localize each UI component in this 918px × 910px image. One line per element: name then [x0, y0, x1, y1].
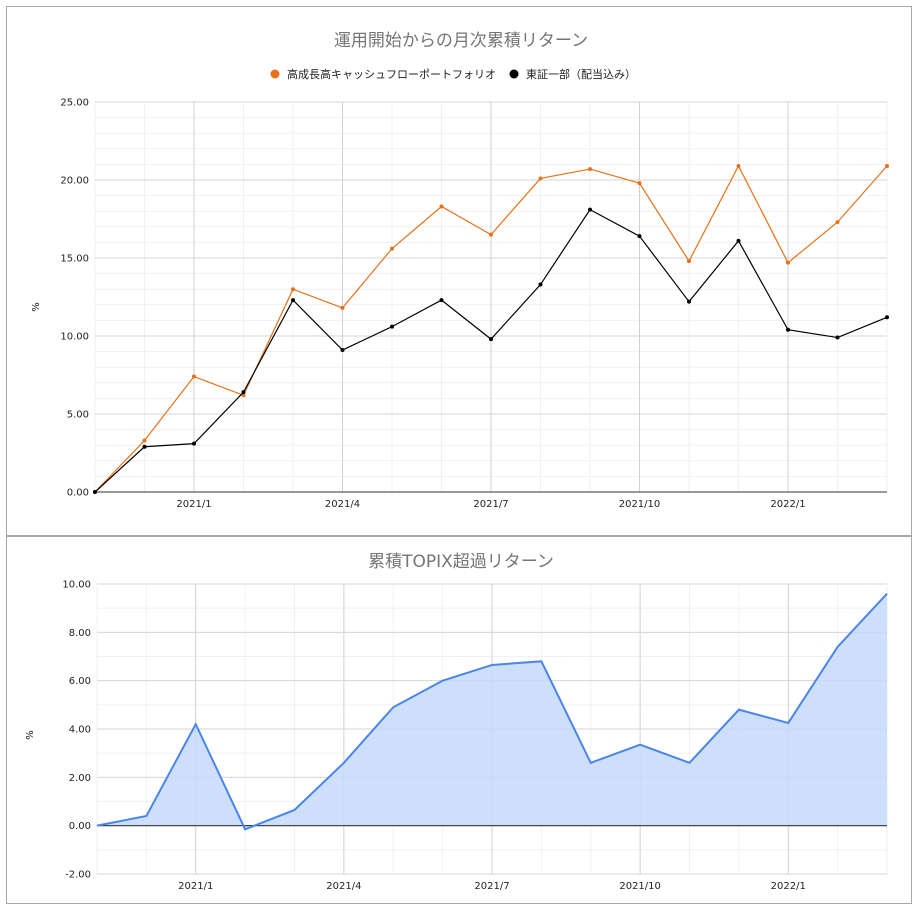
data-point-s0-6	[390, 246, 394, 251]
data-point-s1-10	[588, 207, 592, 212]
data-point-s1-14	[786, 327, 790, 332]
x-tick-label-2021-10: 2021/10	[619, 499, 661, 510]
y-tick-labels: 0.00 5.00 10.00 15.00 20.00 25.00	[60, 98, 89, 499]
grid	[94, 101, 888, 493]
y-tick-labels: -2.00 0.00 2.00 4.00 6.00 8.00 10.00	[62, 580, 91, 881]
data-point-s0-2	[192, 374, 196, 379]
y-tick-label-20-00: 20.00	[60, 176, 89, 187]
area-fill	[97, 593, 887, 830]
data-point-s1-1	[142, 444, 147, 449]
y-tick-label-4-00: 4.00	[69, 725, 91, 736]
y-tick-label-2-00: 2.00	[69, 773, 91, 784]
data-point-s1-0	[93, 490, 97, 494]
excess-return-chart: 累積TOPIX超過リターン % -2.00 0.00 2.00 4.00 6.00 8.0…	[25, 552, 888, 892]
data-point-s0-15	[835, 220, 840, 225]
chart-title: 運用開始からの月次累積リターン	[334, 31, 588, 51]
x-tick-labels: 2021/1 2021/4 2021/7 2021/10 2022/1	[176, 499, 805, 510]
y-tick-label-0-00: 0.00	[69, 821, 91, 832]
data-point-s1-4	[291, 298, 295, 303]
x-tick-label-2021-7: 2021/7	[474, 881, 509, 892]
legend-marker-portfolio	[270, 69, 280, 79]
data-point-s1-6	[390, 324, 394, 329]
data-point-s1-7	[439, 298, 444, 303]
data-point-s1-8	[489, 337, 493, 342]
data-point-s1-16	[885, 315, 889, 320]
data-point-s0-9	[538, 176, 543, 181]
x-tick-label-2021-1: 2021/1	[178, 881, 213, 892]
data-point-s0-4	[291, 287, 295, 292]
x-tick-label-2022-1: 2022/1	[770, 499, 805, 510]
legend-label-portfolio: 高成長高キャッシュフローポートフォリオ	[287, 67, 496, 81]
y-tick-label--2-00: -2.00	[65, 870, 91, 881]
data-point-s0-16	[885, 163, 889, 168]
x-tick-label-2022-1: 2022/1	[771, 881, 806, 892]
y-axis-label: %	[25, 730, 36, 740]
x-tick-label-2021-4: 2021/4	[326, 881, 361, 892]
x-tick-label-2021-10: 2021/10	[619, 881, 661, 892]
data-point-s1-13	[736, 238, 741, 243]
excess-return-chart-panel: 累積TOPIX超過リターン % -2.00 0.00 2.00 4.00 6.00 8.0…	[6, 536, 912, 904]
y-tick-label-10-00: 10.00	[62, 580, 91, 591]
x-tick-label-2021-4: 2021/4	[325, 499, 360, 510]
y-tick-label-10-00: 10.00	[60, 332, 89, 343]
y-tick-label-8-00: 8.00	[69, 628, 91, 639]
data-point-s0-14	[786, 260, 790, 265]
data-point-s1-9	[538, 282, 543, 287]
data-point-s1-2	[192, 441, 196, 446]
data-point-s0-13	[736, 163, 741, 168]
y-tick-label-0-00: 0.00	[67, 488, 89, 499]
data-point-s0-12	[687, 259, 691, 264]
data-point-s0-11	[637, 181, 642, 186]
legend: 高成長高キャッシュフローポートフォリオ 東証一部（配当込み）	[270, 67, 636, 81]
x-tick-label-2021-7: 2021/7	[473, 499, 508, 510]
legend-label-topix: 東証一部（配当込み）	[526, 67, 636, 81]
data-point-s0-3	[241, 393, 246, 398]
y-tick-label-15-00: 15.00	[60, 254, 89, 265]
data-point-s1-15	[835, 335, 840, 340]
series-layer	[93, 163, 889, 494]
data-point-s0-7	[439, 204, 444, 209]
x-tick-label-2021-1: 2021/1	[176, 499, 211, 510]
y-tick-label-6-00: 6.00	[69, 676, 91, 687]
y-tick-label-25-00: 25.00	[60, 98, 89, 109]
data-point-s1-12	[687, 299, 691, 304]
data-point-s0-10	[588, 167, 592, 172]
data-point-s0-1	[142, 438, 147, 443]
cumulative-return-chart: 運用開始からの月次累積リターン 高成長高キャッシュフローポートフォリオ 東証一部…	[31, 31, 889, 510]
data-point-s1-5	[340, 348, 345, 353]
y-axis-label: %	[31, 302, 42, 312]
area-line	[96, 592, 888, 831]
legend-marker-topix	[509, 69, 519, 79]
series-layer	[96, 592, 888, 831]
data-point-s1-3	[241, 390, 246, 395]
x-tick-labels: 2021/1 2021/4 2021/7 2021/10 2022/1	[178, 881, 806, 892]
data-point-s0-8	[489, 232, 493, 237]
cumulative-return-chart-panel: 運用開始からの月次累積リターン 高成長高キャッシュフローポートフォリオ 東証一部…	[6, 6, 912, 536]
data-point-s1-11	[637, 234, 642, 239]
data-point-s0-5	[340, 305, 345, 310]
chart-title: 累積TOPIX超過リターン	[368, 552, 554, 572]
y-tick-label-5-00: 5.00	[67, 410, 89, 421]
